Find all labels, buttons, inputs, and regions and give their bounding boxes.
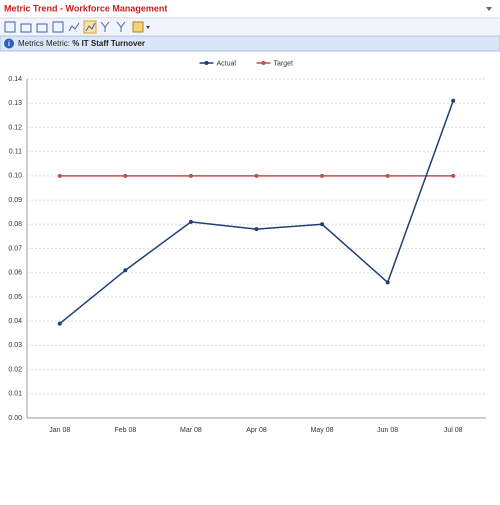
point — [188, 173, 193, 178]
y-tick-label: 0.09 — [8, 197, 22, 204]
legend-label: Target — [274, 60, 294, 67]
legend-marker — [204, 61, 209, 65]
y-tick-label: 0.05 — [8, 294, 22, 301]
metric-label: Metrics Metric: % IT Staff Turnover — [18, 39, 145, 48]
x-tick-label: Feb 08 — [114, 427, 136, 434]
point — [188, 219, 193, 224]
bar-button[interactable] — [20, 23, 32, 33]
x-tick-label: May 08 — [311, 427, 334, 434]
info-icon — [4, 38, 14, 49]
filter-button-2[interactable] — [116, 21, 126, 32]
export-arrow[interactable] — [146, 26, 150, 29]
point — [451, 98, 456, 103]
menu-arrow[interactable] — [486, 7, 492, 11]
y-tick-label: 0.06 — [8, 270, 22, 277]
metric-bar — [0, 35, 500, 52]
title-bar — [0, 0, 500, 18]
x-tick-label: Apr 08 — [246, 427, 267, 434]
y-tick-label: 0.12 — [8, 124, 22, 131]
column-button[interactable] — [36, 23, 48, 33]
y-tick-label: 0.11 — [9, 148, 22, 155]
y-tick-label: 0.04 — [8, 318, 22, 325]
y-tick-label: 0.07 — [8, 245, 22, 252]
legend-label: Actual — [217, 60, 237, 67]
metric-prefix: Metrics Metric: — [18, 39, 70, 48]
export-button[interactable] — [132, 21, 144, 33]
point — [254, 173, 259, 178]
y-tick-label: 0.10 — [8, 173, 22, 180]
point — [57, 321, 62, 326]
y-tick-label: 0.01 — [8, 391, 22, 398]
y-tick-label: 0.13 — [8, 100, 22, 107]
x-tick-label: Mar 08 — [180, 427, 202, 434]
point — [57, 173, 62, 178]
y-tick-label: 0.02 — [8, 366, 22, 373]
grid-button[interactable] — [4, 21, 16, 33]
x-tick-label: Jun 08 — [377, 427, 398, 434]
x-tick-label: Jan 08 — [49, 427, 70, 434]
line-button[interactable] — [68, 22, 80, 32]
y-tick-label: 0.08 — [8, 221, 22, 228]
point — [320, 222, 325, 227]
point — [123, 268, 128, 273]
legend-marker — [261, 61, 266, 65]
y-tick-label: 0.14 — [8, 76, 22, 83]
point — [320, 173, 325, 178]
point — [254, 227, 259, 232]
y-tick-label: 0.03 — [8, 342, 22, 349]
trend-icon — [85, 22, 96, 32]
stack-button[interactable] — [52, 21, 64, 33]
metric-name: % IT Staff Turnover — [72, 39, 145, 48]
series-line — [59, 100, 454, 325]
window-title: Metric Trend - Workforce Management — [4, 3, 167, 13]
x-tick-label: Jul 08 — [444, 427, 463, 434]
point — [385, 280, 390, 285]
point — [385, 173, 390, 178]
y-tick-label: 0.00 — [8, 415, 22, 422]
filter-button[interactable] — [100, 21, 110, 32]
info-glyph: i — [8, 41, 10, 48]
point — [451, 173, 456, 178]
toolbar — [0, 19, 500, 35]
toolbar-buttons — [4, 20, 150, 34]
point — [123, 173, 128, 178]
